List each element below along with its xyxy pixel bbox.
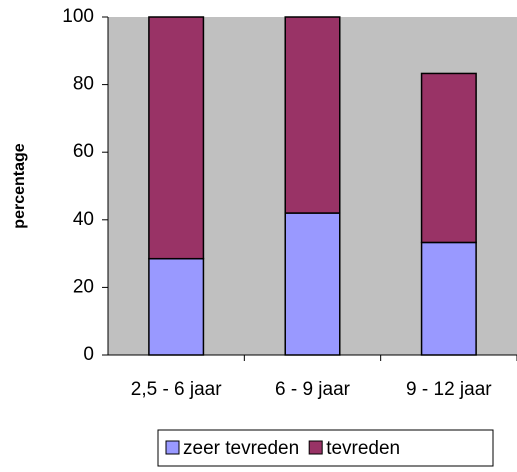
y-tick-label: 100 xyxy=(62,6,94,27)
bar-segment xyxy=(284,212,341,356)
bar-segment xyxy=(148,16,205,260)
legend-swatch xyxy=(165,440,180,455)
legend-swatch xyxy=(308,440,323,455)
y-tick-label: 60 xyxy=(73,141,94,162)
legend-box xyxy=(157,429,494,467)
y-tick-label: 20 xyxy=(73,276,94,297)
y-tick-label: 80 xyxy=(73,74,94,95)
y-axis-label: percentage xyxy=(11,143,28,228)
x-tick-label: 6 - 9 jaar xyxy=(275,379,351,400)
y-tick-label: 40 xyxy=(73,209,94,230)
bar-segment xyxy=(284,16,341,214)
bar-segment xyxy=(148,257,205,356)
bar-segment xyxy=(420,241,477,356)
legend-label: zeer tevreden xyxy=(183,438,299,459)
legend-label: tevreden xyxy=(326,438,400,459)
y-tick-label: 0 xyxy=(83,344,94,365)
x-tick-label: 9 - 12 jaar xyxy=(406,379,492,400)
x-tick-label: 2,5 - 6 jaar xyxy=(131,379,222,400)
bar-segment xyxy=(420,72,477,244)
